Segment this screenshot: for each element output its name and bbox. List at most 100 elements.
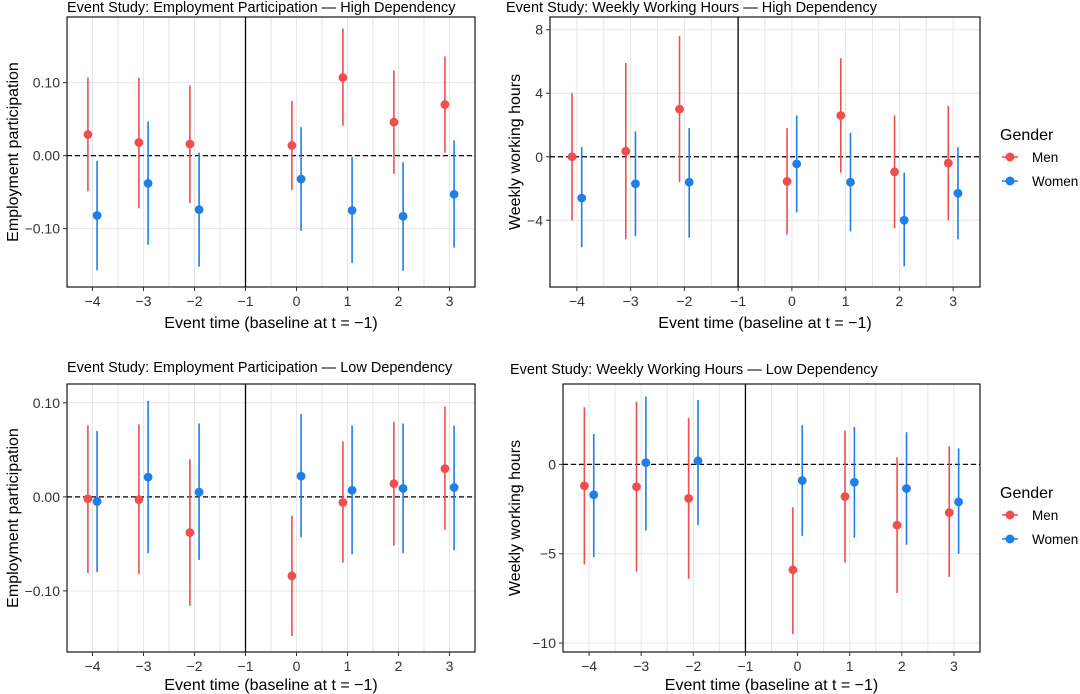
legend-men-dot (1005, 152, 1015, 162)
men-point (338, 498, 348, 507)
legend-bottom: Gender Men Women (1000, 485, 1078, 547)
x-tick-label: −3 (633, 658, 649, 674)
x-tick-label: −1 (730, 293, 746, 309)
x-tick-label: −1 (737, 658, 753, 674)
men-point (892, 520, 902, 530)
legend-men-label: Men (1032, 150, 1058, 165)
x-tick-label: −4 (85, 658, 101, 674)
women-point (194, 487, 204, 497)
women-point (347, 205, 357, 215)
men-point (389, 117, 399, 127)
x-tick-label: −2 (187, 293, 203, 309)
x-tick-label: 3 (446, 658, 454, 674)
women-point (296, 174, 306, 184)
women-point (589, 490, 599, 500)
men-point (338, 73, 348, 82)
men-point (782, 176, 792, 186)
x-tick-label: 2 (395, 293, 403, 309)
men-point (440, 100, 450, 109)
x-tick-label: −2 (676, 293, 692, 309)
x-tick-label: 0 (794, 658, 802, 674)
y-tick-label: −4 (527, 212, 543, 228)
women-point (92, 497, 102, 506)
x-tick-label: −2 (685, 658, 701, 674)
plot-frame (66, 383, 476, 653)
legend-women-label: Women (1032, 174, 1078, 189)
women-point (899, 215, 909, 225)
women-point (449, 189, 459, 199)
women-point (398, 483, 408, 493)
y-tick-label: −10 (532, 635, 556, 651)
women-point (92, 211, 102, 220)
men-point (836, 111, 846, 120)
men-point (389, 479, 399, 489)
x-tick-label: 1 (842, 293, 850, 309)
chart-title: Event Study: Weekly Working Hours — Low … (510, 362, 879, 378)
women-point (693, 456, 703, 466)
chart-title: Event Study: Employment Participation — … (67, 360, 453, 376)
x-axis-label: Event time (baseline at t = −1) (658, 315, 871, 332)
legend-women-dot (1005, 534, 1015, 544)
men-point (944, 508, 954, 518)
men-point (287, 141, 297, 150)
y-tick-label: −5 (540, 546, 556, 562)
women-point (849, 477, 859, 487)
panel-employment-low-dependency: −4 −3 −2 −1 0 1 2 3 −0.10 0.00 0.10 Event Study: Em… (5, 360, 476, 694)
legend-women-dot (1005, 176, 1015, 186)
women-point (792, 159, 802, 169)
women-point (398, 211, 408, 221)
men-point (83, 494, 93, 504)
x-tick-label: 2 (395, 658, 403, 674)
x-tick-label: 3 (950, 658, 958, 674)
chart-title: Event Study: Weekly Working Hours — High… (506, 0, 878, 16)
x-tick-label: −3 (136, 293, 152, 309)
y-tick-label: −0.10 (25, 583, 61, 599)
x-tick-label: 1 (846, 658, 854, 674)
men-point (185, 139, 195, 149)
women-point (631, 179, 640, 189)
x-tick-label: 3 (949, 293, 957, 309)
x-axis-label: Event time (baseline at t = −1) (665, 677, 878, 694)
y-tick-label: 4 (535, 85, 543, 101)
x-tick-label: 0 (293, 658, 301, 674)
x-tick-label: −2 (187, 658, 203, 674)
y-tick-label: 0 (548, 456, 556, 472)
x-tick-label: −1 (238, 658, 254, 674)
plot-frame (562, 383, 981, 653)
legend-top: Gender Men Women (1000, 127, 1078, 189)
legend-women-label: Women (1032, 532, 1078, 547)
y-tick-label: −0.10 (25, 221, 61, 237)
men-point (440, 464, 450, 474)
men-point (134, 138, 144, 147)
x-tick-label: 2 (895, 293, 903, 309)
legend-title: Gender (1000, 485, 1054, 502)
women-point (296, 471, 306, 481)
chart-title: Event Study: Employment Participation — … (67, 0, 456, 16)
women-point (449, 483, 459, 492)
y-tick-label: 0.10 (33, 395, 60, 411)
men-point (788, 565, 798, 575)
y-tick-label: 0.00 (33, 148, 60, 164)
legend-men-dot (1005, 510, 1015, 520)
x-tick-label: −3 (136, 658, 152, 674)
men-point (134, 495, 144, 505)
y-tick-label: 0.00 (33, 489, 60, 505)
y-tick-label: 0.10 (33, 75, 60, 91)
x-axis-label: Event time (baseline at t = −1) (164, 677, 377, 694)
women-point (953, 188, 963, 198)
y-axis-label: Weekly working hours (507, 74, 524, 230)
women-point (846, 177, 855, 187)
x-tick-label: −4 (85, 293, 101, 309)
women-point (577, 193, 587, 203)
men-point (890, 167, 899, 177)
y-axis-label: Weekly working hours (507, 440, 524, 596)
men-point (943, 158, 953, 168)
men-point (840, 492, 850, 501)
x-tick-label: 0 (788, 293, 796, 309)
y-tick-label: 0 (535, 149, 543, 165)
women-point (684, 177, 694, 187)
panel-employment-high-dependency: −4 −3 −2 −1 0 1 2 3 −0.10 0.00 0.10 Event Study: Em… (5, 0, 476, 332)
x-tick-label: 1 (344, 658, 352, 674)
